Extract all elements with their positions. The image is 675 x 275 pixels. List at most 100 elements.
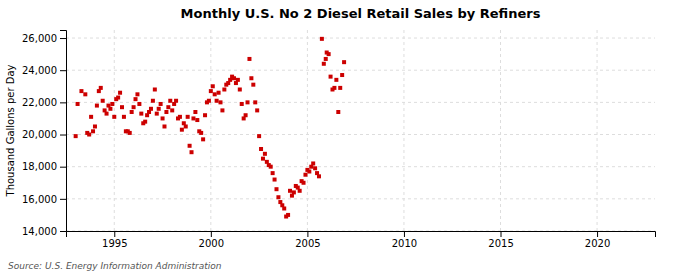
point [282,206,286,210]
grid-line [66,134,655,135]
tick-mark [60,135,66,136]
point [269,165,273,169]
tick-mark [114,231,115,237]
point [340,73,344,77]
grid-line [307,30,308,231]
tick-label: 2000 [199,238,224,249]
point [135,92,139,96]
point [155,112,159,116]
point [338,86,342,90]
point [130,110,134,114]
point [164,110,168,114]
point [199,131,203,135]
point [311,161,315,165]
point [137,102,141,106]
point [238,87,242,91]
tick-label: 2020 [585,238,610,249]
point [246,100,250,104]
point [191,116,195,120]
x-axis: 199520002005201020152020 [67,231,656,249]
plot-area: 19952000200520102015202014,00016,00018,0… [22,30,656,249]
point [236,78,240,82]
point [101,99,105,103]
tick-label: 18,000 [22,161,57,172]
point [112,115,116,119]
point [276,195,280,199]
tick: 2020 [585,231,610,249]
point [232,76,236,80]
point [116,96,120,100]
tick: 16,000 [22,194,66,205]
point [336,110,340,114]
point [161,116,165,120]
point [313,166,317,170]
point [324,57,328,61]
point [178,115,182,119]
point [322,62,326,66]
point [332,86,336,90]
point [76,102,80,106]
tick-label: 2010 [392,238,417,249]
point [87,133,91,137]
tick-mark [501,231,502,237]
point [251,83,255,87]
grid-line [66,198,655,199]
tick: 2015 [488,231,513,249]
tick: 18,000 [22,161,66,172]
point [303,173,307,177]
annotation: Source: U.S. Energy Information Administ… [8,261,222,271]
grid-line [66,166,655,167]
point [193,110,197,114]
y-axis-title: Thousand Gallons per Day [5,64,16,197]
point [143,120,147,124]
point [342,60,346,64]
point [128,131,132,135]
point [93,124,97,128]
point [184,124,188,128]
point [273,178,277,182]
grid-line [500,30,501,231]
tick-mark [60,167,66,168]
tick-mark [597,231,598,237]
point [153,87,157,91]
point [211,84,215,88]
tick-label: 2015 [488,238,513,249]
tick-label: 26,000 [22,33,57,44]
tick-label: 16,000 [22,194,57,205]
point [213,92,217,96]
point [118,91,122,95]
point [255,108,259,112]
point [240,102,244,106]
point [201,137,205,141]
axis-line [60,31,67,232]
tick-mark [60,199,66,200]
point [203,113,207,117]
point [159,102,163,106]
point [215,99,219,103]
point [174,99,178,103]
point [247,57,251,61]
point [170,108,174,112]
point [162,124,166,128]
point [298,189,302,193]
point [166,105,170,109]
grid [66,30,655,231]
point [274,187,278,191]
point [220,108,224,112]
point [151,99,155,103]
points [74,37,346,219]
point [263,152,267,156]
title: Monthly U.S. No 2 Diesel Retail Sales by… [181,6,541,21]
tick-mark [60,102,66,103]
grid-line [66,70,655,71]
grid-line [66,38,655,39]
point [259,147,263,151]
point [186,115,190,119]
tick: 24,000 [22,65,66,76]
point [244,113,248,117]
point [217,91,221,95]
point [120,105,124,109]
grid-line [210,30,211,231]
point [334,78,338,82]
tick: 2000 [199,231,224,249]
